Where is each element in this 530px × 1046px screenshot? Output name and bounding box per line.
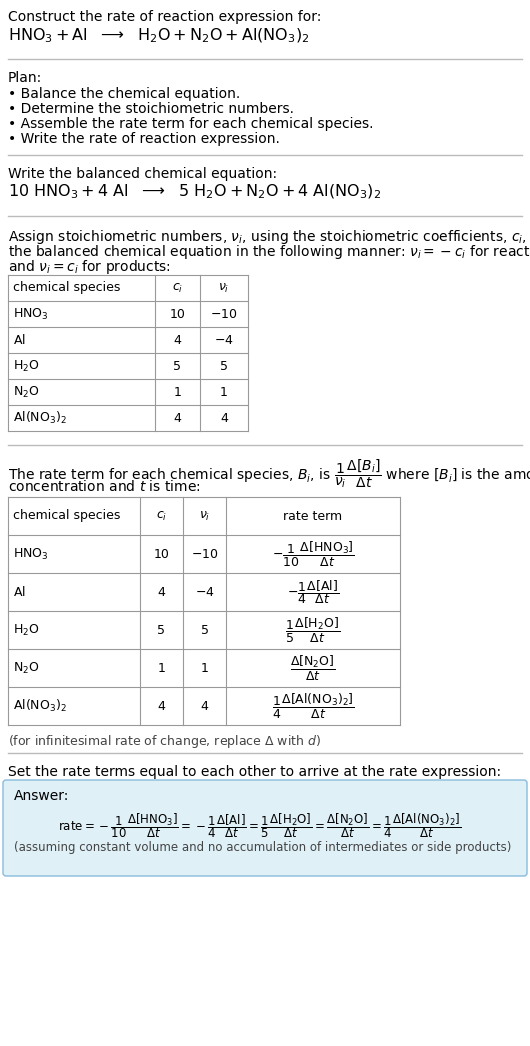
FancyBboxPatch shape <box>3 780 527 876</box>
Text: $\dfrac{1}{5}\dfrac{\Delta[\mathrm{H_2O}]}{\Delta t}$: $\dfrac{1}{5}\dfrac{\Delta[\mathrm{H_2O}… <box>286 615 341 644</box>
Text: • Determine the stoichiometric numbers.: • Determine the stoichiometric numbers. <box>8 103 294 116</box>
Text: $\mathrm{Al}$: $\mathrm{Al}$ <box>13 585 26 599</box>
Text: 10: 10 <box>154 547 170 561</box>
Text: and $\nu_i = c_i$ for products:: and $\nu_i = c_i$ for products: <box>8 258 171 276</box>
Text: $\mathrm{Al(NO_3)_2}$: $\mathrm{Al(NO_3)_2}$ <box>13 410 67 426</box>
Text: Plan:: Plan: <box>8 71 42 85</box>
Text: $\dfrac{1}{4}\dfrac{\Delta[\mathrm{Al(NO_3)_2}]}{\Delta t}$: $\dfrac{1}{4}\dfrac{\Delta[\mathrm{Al(NO… <box>271 691 355 721</box>
Text: $-4$: $-4$ <box>214 334 234 346</box>
Text: • Write the rate of reaction expression.: • Write the rate of reaction expression. <box>8 132 280 146</box>
Text: • Balance the chemical equation.: • Balance the chemical equation. <box>8 87 240 101</box>
Text: $-\dfrac{1}{10}\dfrac{\Delta[\mathrm{HNO_3}]}{\Delta t}$: $-\dfrac{1}{10}\dfrac{\Delta[\mathrm{HNO… <box>271 540 355 569</box>
Text: 4: 4 <box>200 700 208 712</box>
Text: (for infinitesimal rate of change, replace $\Delta$ with $d$): (for infinitesimal rate of change, repla… <box>8 733 321 750</box>
Text: The rate term for each chemical species, $B_i$, is $\dfrac{1}{\nu_i}\dfrac{\Delt: The rate term for each chemical species,… <box>8 457 530 490</box>
Text: $\mathrm{Al}$: $\mathrm{Al}$ <box>13 333 26 347</box>
Text: $-4$: $-4$ <box>195 586 214 598</box>
Text: $\mathrm{rate} = -\dfrac{1}{10}\dfrac{\Delta[\mathrm{HNO_3}]}{\Delta t} = -\dfra: $\mathrm{rate} = -\dfrac{1}{10}\dfrac{\D… <box>58 811 462 840</box>
Text: Write the balanced chemical equation:: Write the balanced chemical equation: <box>8 167 277 181</box>
Text: $\nu_i$: $\nu_i$ <box>218 281 229 295</box>
Text: concentration and $t$ is time:: concentration and $t$ is time: <box>8 479 201 494</box>
Text: Construct the rate of reaction expression for:: Construct the rate of reaction expressio… <box>8 10 321 24</box>
Text: • Assemble the rate term for each chemical species.: • Assemble the rate term for each chemic… <box>8 117 374 131</box>
Text: $-\dfrac{1}{4}\dfrac{\Delta[\mathrm{Al}]}{\Delta t}$: $-\dfrac{1}{4}\dfrac{\Delta[\mathrm{Al}]… <box>287 578 339 606</box>
Text: 4: 4 <box>173 411 181 425</box>
Text: 5: 5 <box>157 623 165 637</box>
Text: $\nu_i$: $\nu_i$ <box>199 509 210 523</box>
Text: $c_i$: $c_i$ <box>172 281 183 295</box>
Text: $\mathrm{H_2O}$: $\mathrm{H_2O}$ <box>13 359 40 373</box>
Text: 5: 5 <box>200 623 208 637</box>
Text: $10\ \mathrm{HNO_3} + 4\ \mathrm{Al}\ \ \longrightarrow\ \ 5\ \mathrm{H_2O} + \m: $10\ \mathrm{HNO_3} + 4\ \mathrm{Al}\ \ … <box>8 183 381 202</box>
Text: 4: 4 <box>220 411 228 425</box>
Text: 5: 5 <box>220 360 228 372</box>
Text: 4: 4 <box>157 700 165 712</box>
Text: the balanced chemical equation in the following manner: $\nu_i = -c_i$ for react: the balanced chemical equation in the fo… <box>8 243 530 262</box>
Text: Answer:: Answer: <box>14 789 69 803</box>
Text: 1: 1 <box>157 661 165 675</box>
Text: $\mathrm{N_2O}$: $\mathrm{N_2O}$ <box>13 660 40 676</box>
Text: rate term: rate term <box>284 509 342 523</box>
Text: 4: 4 <box>157 586 165 598</box>
Text: $-10$: $-10$ <box>191 547 218 561</box>
Text: $\mathrm{N_2O}$: $\mathrm{N_2O}$ <box>13 385 40 400</box>
Text: chemical species: chemical species <box>13 509 120 523</box>
Text: 5: 5 <box>173 360 181 372</box>
Text: 1: 1 <box>220 386 228 399</box>
Text: $\mathrm{Al(NO_3)_2}$: $\mathrm{Al(NO_3)_2}$ <box>13 698 67 714</box>
Text: Assign stoichiometric numbers, $\nu_i$, using the stoichiometric coefficients, $: Assign stoichiometric numbers, $\nu_i$, … <box>8 228 530 246</box>
Text: $\mathrm{HNO_3}$: $\mathrm{HNO_3}$ <box>13 306 49 321</box>
Text: $-10$: $-10$ <box>210 308 238 320</box>
Text: Set the rate terms equal to each other to arrive at the rate expression:: Set the rate terms equal to each other t… <box>8 765 501 779</box>
Text: chemical species: chemical species <box>13 281 120 295</box>
Text: $\mathrm{HNO_3}$: $\mathrm{HNO_3}$ <box>13 546 49 562</box>
Text: 10: 10 <box>170 308 185 320</box>
Text: $c_i$: $c_i$ <box>156 509 167 523</box>
Text: $\mathrm{HNO_3} + \mathrm{Al}\ \ \longrightarrow\ \ \mathrm{H_2O} + \mathrm{N_2O: $\mathrm{HNO_3} + \mathrm{Al}\ \ \longri… <box>8 27 310 45</box>
Text: (assuming constant volume and no accumulation of intermediates or side products): (assuming constant volume and no accumul… <box>14 841 511 854</box>
Text: $\dfrac{\Delta[\mathrm{N_2O}]}{\Delta t}$: $\dfrac{\Delta[\mathrm{N_2O}]}{\Delta t}… <box>290 654 336 682</box>
Text: 1: 1 <box>173 386 181 399</box>
Text: 4: 4 <box>173 334 181 346</box>
Text: 1: 1 <box>200 661 208 675</box>
Text: $\mathrm{H_2O}$: $\mathrm{H_2O}$ <box>13 622 40 638</box>
